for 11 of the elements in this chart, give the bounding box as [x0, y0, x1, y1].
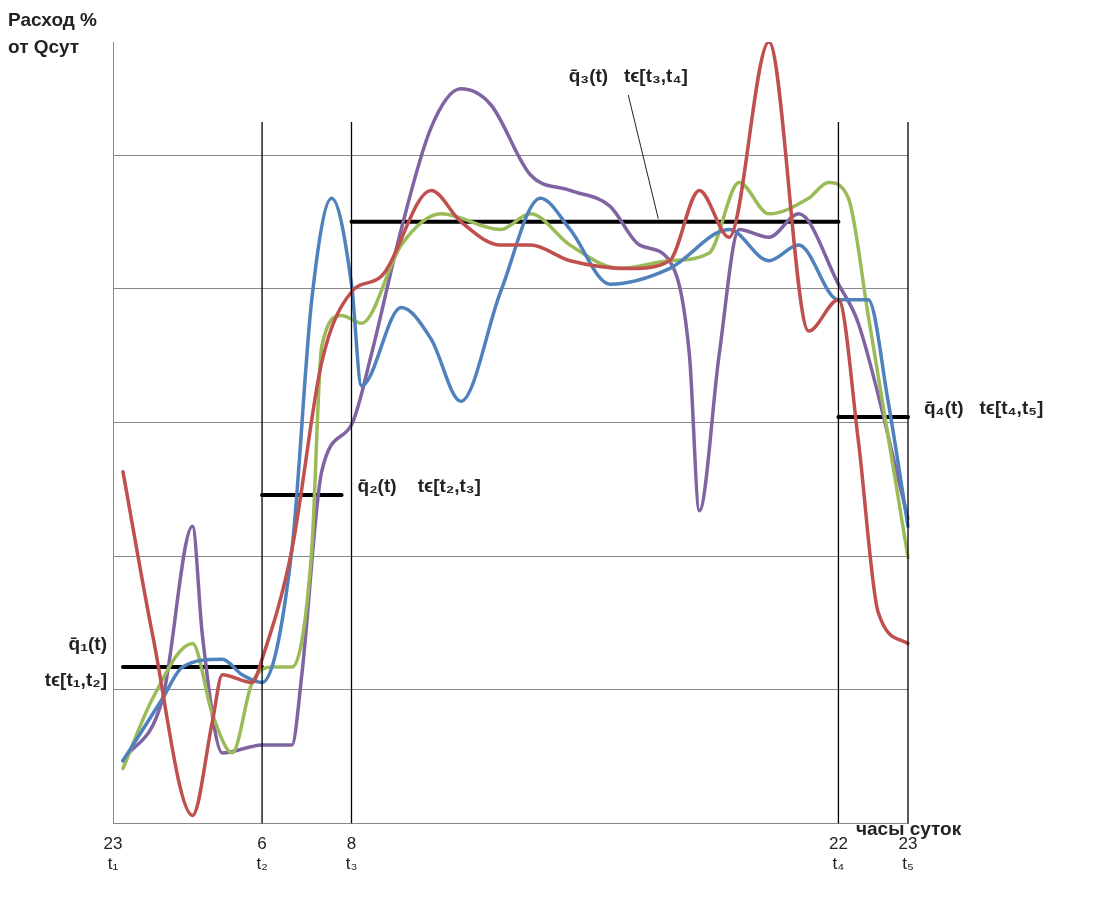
- x-tick-label: 22 t₄: [828, 834, 848, 874]
- annotation: q̄₂(t) tϵ[t₂,t₃]: [357, 475, 481, 497]
- annotation: q̄₃(t) tϵ[t₃,t₄]: [568, 65, 688, 87]
- x-tick-label: 8 t₃: [345, 834, 358, 874]
- x-tick-label: 23 t₁: [103, 834, 123, 874]
- x-tick-label: 23 t₅: [898, 834, 918, 874]
- text: q̄₄(t) tϵ[t₄,t₅]: [924, 397, 1044, 419]
- y-axis-title: Расход % от Qсут: [8, 8, 98, 59]
- text: q̄₁(t): [68, 633, 107, 655]
- text: tϵ[t₁,t₂]: [44, 669, 107, 691]
- x-tick-label: 6 t₂: [256, 834, 268, 874]
